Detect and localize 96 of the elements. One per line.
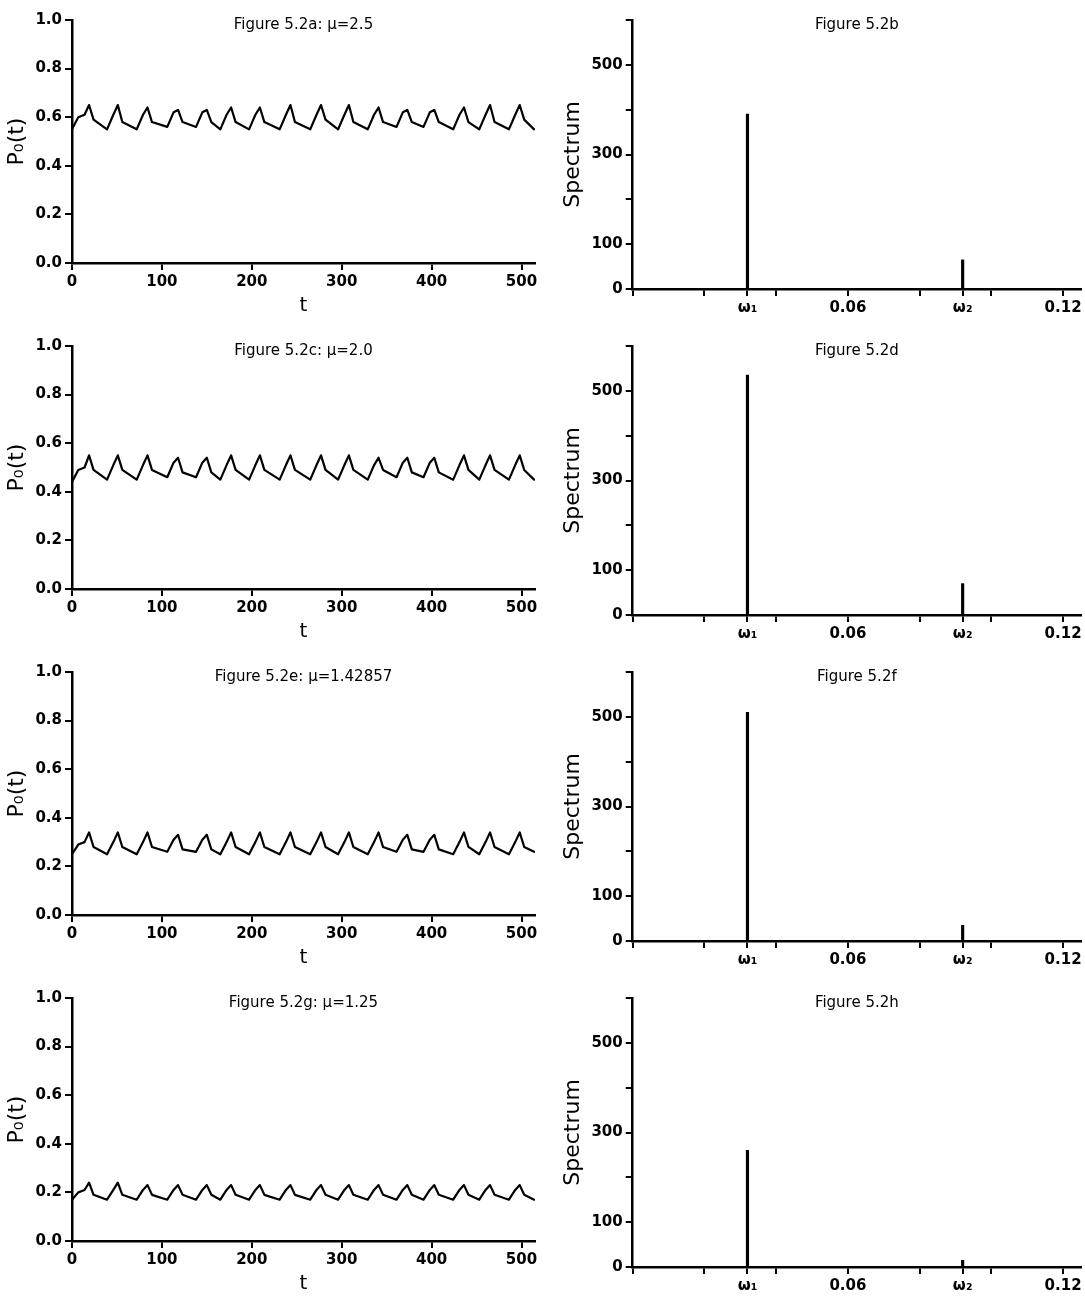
chart-title: Figure 5.2f — [817, 667, 898, 686]
x-tick-label: ω₂ — [952, 1275, 973, 1294]
y-tick-label: 1.0 — [35, 9, 62, 28]
x-tick-label: ω₁ — [737, 949, 758, 968]
y-tick-label: 0.8 — [35, 1036, 62, 1055]
chart-title: Figure 5.2a: μ=2.5 — [233, 15, 374, 34]
x-tick-label: ω₂ — [952, 623, 973, 642]
x-tick-label: 0 — [66, 923, 78, 942]
y-tick-label: 500 — [591, 380, 623, 399]
y-tick-label: 0.6 — [35, 759, 62, 778]
x-tick-label: 200 — [236, 271, 268, 290]
x-tick-label: 200 — [236, 597, 268, 616]
x-tick-label: 400 — [415, 1249, 448, 1268]
y-tick-label: 300 — [591, 144, 623, 163]
y-tick-label: 300 — [591, 796, 623, 815]
y-tick-label: 500 — [591, 1032, 623, 1051]
x-tick-label: 0.06 — [829, 297, 867, 316]
x-tick-label: 100 — [146, 923, 178, 942]
x-tick-label: 200 — [236, 923, 268, 942]
y-axis-title: P₀(t) — [2, 1095, 28, 1144]
x-axis-title: t — [299, 1270, 308, 1295]
y-axis-title: P₀(t) — [2, 443, 28, 492]
x-axis-title: t — [299, 292, 308, 317]
x-tick-label: 300 — [326, 271, 358, 290]
y-tick-label: 0.4 — [35, 481, 62, 500]
y-tick-label: 0.0 — [35, 904, 62, 923]
x-tick-label: 100 — [146, 271, 178, 290]
x-tick-label: 0 — [66, 597, 78, 616]
y-tick-label: 0.8 — [35, 384, 62, 403]
chart-title: Figure 5.2c: μ=2.0 — [234, 341, 373, 360]
x-tick-label: 300 — [326, 597, 358, 616]
x-tick-label: 500 — [505, 271, 538, 290]
y-tick-label: 0.2 — [35, 530, 62, 549]
y-tick-label: 100 — [591, 886, 623, 905]
y-axis-title: P₀(t) — [2, 769, 28, 818]
y-tick-label: 0.4 — [35, 155, 62, 174]
x-tick-label: 500 — [505, 923, 538, 942]
y-tick-label: 0.0 — [35, 252, 62, 271]
y-axis-title: Spectrum — [558, 1079, 584, 1186]
y-tick-label: 0.0 — [35, 578, 62, 597]
y-tick-label: 100 — [591, 560, 623, 579]
y-tick-label: 0.6 — [35, 433, 62, 452]
x-axis-title: t — [299, 944, 308, 969]
x-tick-label: 100 — [146, 1249, 178, 1268]
y-tick-label: 0.2 — [35, 1182, 62, 1201]
x-tick-label: 0.06 — [829, 1275, 867, 1294]
y-axis-title: Spectrum — [558, 101, 584, 208]
y-tick-label: 0.4 — [35, 807, 62, 826]
y-tick-label: 500 — [591, 54, 623, 73]
y-axis-title: Spectrum — [558, 753, 584, 860]
y-tick-label: 0.2 — [35, 204, 62, 223]
x-tick-label: 0.12 — [1044, 297, 1082, 316]
chart-title: Figure 5.2h — [814, 993, 899, 1012]
x-tick-label: 0.12 — [1044, 1275, 1082, 1294]
x-tick-label: 500 — [505, 1249, 538, 1268]
y-tick-label: 0.0 — [35, 1230, 62, 1249]
y-tick-label: 0.6 — [35, 1085, 62, 1104]
y-axis-title: P₀(t) — [2, 117, 28, 166]
x-tick-label: 0.12 — [1044, 623, 1082, 642]
y-tick-label: 0.8 — [35, 710, 62, 729]
x-tick-label: ω₁ — [737, 1275, 758, 1294]
y-tick-label: 500 — [591, 706, 623, 725]
x-tick-label: 400 — [415, 271, 448, 290]
x-tick-label: 0.12 — [1044, 949, 1082, 968]
y-tick-label: 0.4 — [35, 1133, 62, 1152]
x-tick-label: 400 — [415, 923, 448, 942]
y-tick-label: 0.6 — [35, 107, 62, 126]
y-tick-label: 1.0 — [35, 987, 62, 1006]
x-tick-label: 0 — [66, 271, 78, 290]
x-tick-label: ω₂ — [952, 297, 973, 316]
y-tick-label: 1.0 — [35, 661, 62, 680]
chart-title: Figure 5.2b — [814, 15, 899, 34]
x-tick-label: 0.06 — [829, 949, 867, 968]
x-axis-title: t — [299, 618, 308, 643]
x-tick-label: ω₁ — [737, 297, 758, 316]
x-tick-label: 400 — [415, 597, 448, 616]
chart-title: Figure 5.2d — [814, 341, 899, 360]
x-tick-label: 100 — [146, 597, 178, 616]
y-tick-label: 0.2 — [35, 856, 62, 875]
y-tick-label: 100 — [591, 234, 623, 253]
y-tick-label: 0.8 — [35, 58, 62, 77]
x-tick-label: 300 — [326, 923, 358, 942]
x-tick-label: 500 — [505, 597, 538, 616]
y-tick-label: 300 — [591, 1122, 623, 1141]
y-tick-label: 300 — [591, 470, 623, 489]
y-tick-label: 1.0 — [35, 335, 62, 354]
chart-title: Figure 5.2g: μ=1.25 — [228, 993, 379, 1012]
x-tick-label: 300 — [326, 1249, 358, 1268]
x-tick-label: ω₂ — [952, 949, 973, 968]
x-tick-label: ω₁ — [737, 623, 758, 642]
chart-title: Figure 5.2e: μ=1.42857 — [214, 667, 393, 686]
y-tick-label: 100 — [591, 1212, 623, 1231]
x-tick-label: 0 — [66, 1249, 78, 1268]
x-tick-label: 0.06 — [829, 623, 867, 642]
x-tick-label: 200 — [236, 1249, 268, 1268]
y-axis-title: Spectrum — [558, 427, 584, 534]
